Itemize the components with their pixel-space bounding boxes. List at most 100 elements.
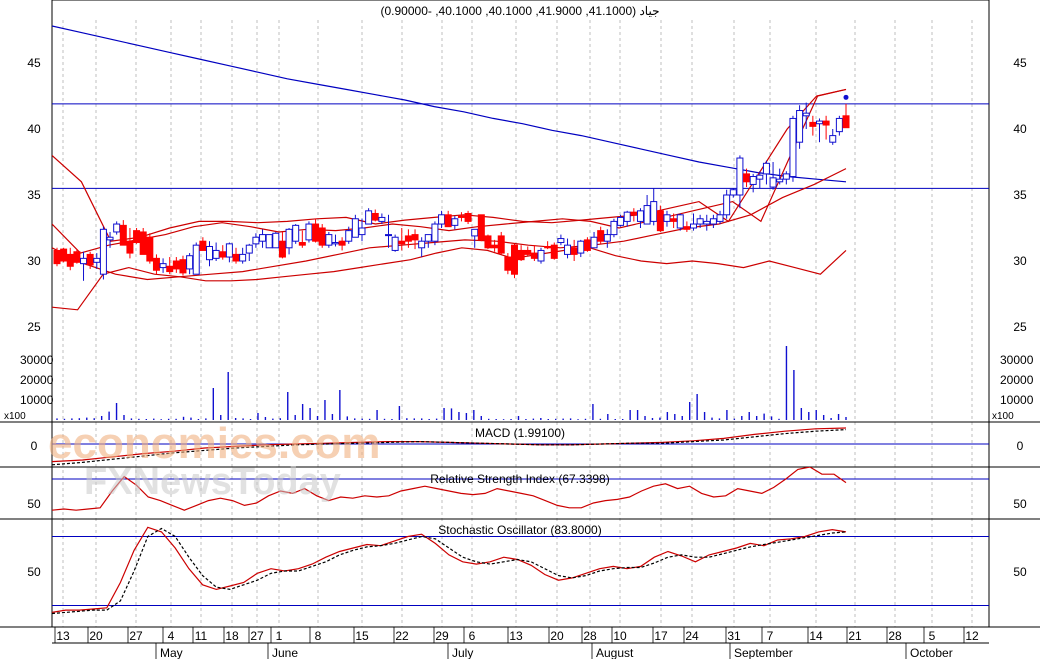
candle-28: [239, 247, 247, 264]
candle-37: [298, 230, 306, 248]
candle-45: [351, 214, 359, 238]
candle-93: [670, 213, 678, 228]
price-tick-right-1: 40: [1013, 122, 1027, 136]
candle-36: [292, 224, 300, 244]
candle-115: [815, 118, 823, 143]
candle-114: [809, 115, 817, 136]
vertical-gridlines: [62, 20, 973, 627]
price-axis: 45 45 40 40 35 35 30 30 25 25: [27, 56, 1027, 334]
rsi-panel: [52, 467, 989, 511]
x-tick-label-2: 27: [129, 629, 143, 643]
candle-68: [504, 253, 512, 275]
candle-66: [491, 239, 499, 252]
candle-92: [663, 210, 671, 227]
month-label-2: July: [452, 646, 473, 659]
candle-27: [232, 247, 240, 264]
candle-43: [338, 237, 346, 251]
candle-90: [650, 188, 658, 226]
candle-109: [776, 168, 784, 185]
candle-87: [630, 208, 638, 222]
candle-35: [285, 228, 293, 255]
macd-tick-left: 0: [31, 439, 38, 453]
x-tick-label-11: 29: [435, 629, 449, 643]
candle-10: [119, 220, 127, 246]
x-tick-label-9: 15: [355, 629, 369, 643]
candle-71: [524, 246, 532, 256]
candle-72: [530, 245, 538, 261]
candle-84: [610, 218, 618, 238]
candle-11: [126, 228, 134, 259]
candle-103: [736, 155, 744, 209]
candle-48: [371, 209, 379, 222]
candle-55: [418, 237, 426, 258]
candle-9: [113, 221, 121, 235]
candle-52: [398, 228, 406, 251]
candle-22: [199, 237, 207, 251]
candle-32: [265, 234, 273, 249]
stoch-d-line: [52, 527, 847, 615]
candle-79: [577, 239, 585, 258]
stoch-title: Stochastic Oscillator (83.8000): [438, 523, 601, 537]
month-label-5: October: [910, 646, 953, 659]
x-tick-label-3: 4: [168, 629, 175, 643]
candle-104: [743, 168, 751, 188]
candle-23: [205, 241, 213, 267]
candle-94: [676, 213, 684, 231]
candle-14: [146, 233, 154, 264]
candle-0: [53, 247, 61, 267]
x-tick-label-22: 21: [848, 629, 862, 643]
price-tick-left-1: 40: [27, 122, 41, 136]
candle-51: [391, 234, 399, 252]
x-tick-label-5: 18: [225, 629, 239, 643]
candle-107: [762, 160, 770, 185]
candle-64: [477, 214, 485, 242]
candle-105: [749, 173, 757, 193]
candle-118: [835, 115, 843, 136]
price-tick-right-2: 35: [1013, 188, 1027, 202]
candle-83: [603, 229, 611, 248]
x-tick-label-17: 17: [654, 629, 668, 643]
stoch-tick-left: 50: [27, 565, 41, 579]
last-price-dot: [843, 94, 849, 100]
candle-65: [484, 234, 492, 250]
volume-tick-right-2: 10000: [1000, 393, 1034, 407]
price-tick-left-3: 30: [27, 254, 41, 268]
candle-67: [497, 231, 505, 255]
candle-17: [166, 257, 174, 275]
candle-98: [703, 214, 711, 231]
watermark-fxnewstoday: FXNewsToday: [84, 461, 341, 503]
candle-4: [80, 251, 88, 281]
candle-82: [597, 226, 605, 244]
candle-21: [192, 242, 200, 275]
x-tick-label-16: 10: [613, 629, 627, 643]
candle-38: [305, 221, 313, 243]
candle-20: [186, 253, 194, 275]
volume-unit-right: x100: [992, 411, 1014, 422]
watermark-economies: economies.com: [48, 419, 381, 468]
candle-86: [623, 210, 631, 227]
x-tick-label-19: 31: [727, 629, 741, 643]
x-tick-label-14: 20: [550, 629, 564, 643]
candle-80: [583, 237, 591, 252]
price-tick-right-3: 30: [1013, 254, 1027, 268]
candle-99: [709, 214, 717, 228]
candle-3: [73, 249, 81, 264]
macd-signal-line: [52, 429, 847, 466]
macd-title: MACD (1.99100): [475, 426, 565, 440]
x-tick-label-10: 22: [395, 629, 409, 643]
overlay-line-4: [52, 247, 847, 311]
candle-24: [212, 242, 220, 261]
candle-69: [510, 243, 518, 279]
candle-12: [133, 228, 141, 244]
stochastic-panel: [52, 526, 989, 615]
candle-42: [331, 234, 339, 247]
x-tick-label-13: 13: [509, 629, 523, 643]
candle-76: [557, 234, 565, 246]
candle-112: [796, 105, 804, 149]
candle-62: [464, 210, 472, 225]
price-tick-left-4: 25: [27, 320, 41, 334]
candle-95: [683, 221, 691, 232]
candle-111: [789, 115, 797, 182]
month-label-3: August: [596, 646, 634, 659]
